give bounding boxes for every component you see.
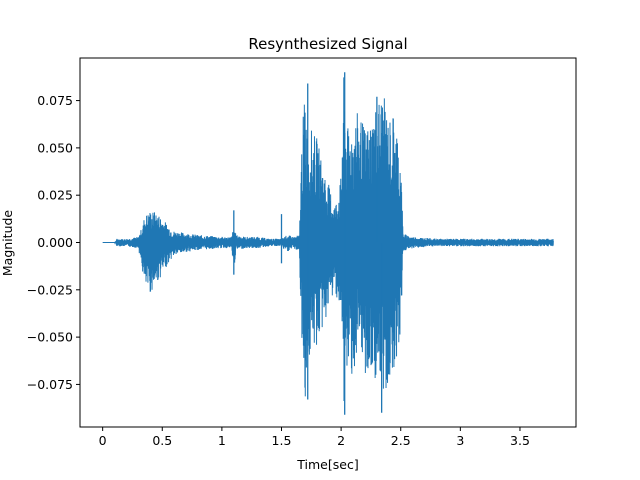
- chart-title: Resynthesized Signal: [248, 35, 407, 53]
- y-axis: −0.075 −0.050 −0.025 0.000 0.025 0.050 0.075: [27, 93, 80, 392]
- y-tick-label: 0.025: [37, 188, 73, 203]
- x-axis-label: Time[sec]: [296, 457, 358, 472]
- x-axis: 0 0.5 1 1.5 2 2.5 3 3.5: [99, 427, 530, 448]
- y-tick-label: −0.025: [27, 282, 73, 297]
- x-tick-label: 2: [337, 433, 345, 448]
- x-tick-label: 1: [218, 433, 226, 448]
- x-tick-label: 3: [456, 433, 464, 448]
- y-tick-label: −0.050: [27, 330, 73, 345]
- x-tick-label: 3.5: [510, 433, 530, 448]
- y-tick-label: 0.075: [37, 93, 73, 108]
- y-tick-label: 0.000: [37, 235, 73, 250]
- x-tick-label: 1.5: [272, 433, 292, 448]
- y-tick-label: −0.075: [27, 377, 73, 392]
- x-tick-label: 0.5: [152, 433, 172, 448]
- x-tick-label: 0: [99, 433, 107, 448]
- plot-frame: [79, 57, 577, 428]
- plot-area: [102, 72, 554, 415]
- y-tick-label: 0.050: [37, 140, 73, 155]
- y-axis-label: Magnitude: [0, 210, 15, 277]
- x-tick-label: 2.5: [391, 433, 411, 448]
- signal-waveform: [102, 77, 554, 402]
